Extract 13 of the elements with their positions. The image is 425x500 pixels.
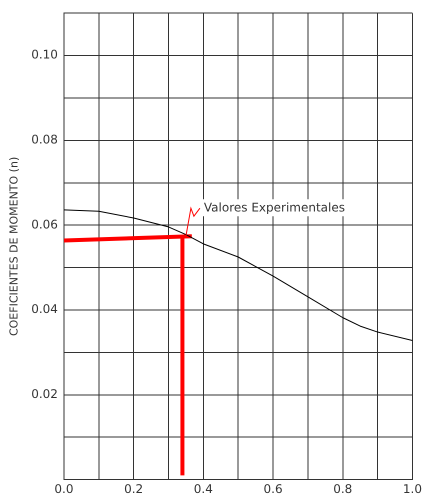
y-axis-title: COEFICIENTES DE MOMENTO (n) bbox=[7, 156, 20, 336]
y-tick-label: 0.06 bbox=[31, 217, 58, 232]
x-tick-label: 0.0 bbox=[54, 482, 74, 496]
annotation: Valores Experimentales bbox=[204, 200, 345, 214]
y-tick-label: 0.02 bbox=[31, 386, 58, 401]
y-tick-label: 0.08 bbox=[31, 132, 58, 147]
y-tick-label: 0.04 bbox=[31, 302, 58, 316]
x-tick-label: 0.6 bbox=[263, 482, 283, 496]
x-tick-label: 0.2 bbox=[124, 482, 144, 496]
x-tick-label: 1.0 bbox=[402, 482, 422, 496]
x-tick-label: 0.4 bbox=[194, 482, 213, 496]
y-tick-label: 0.10 bbox=[31, 48, 58, 62]
x-tick-label: 0.8 bbox=[333, 482, 352, 496]
